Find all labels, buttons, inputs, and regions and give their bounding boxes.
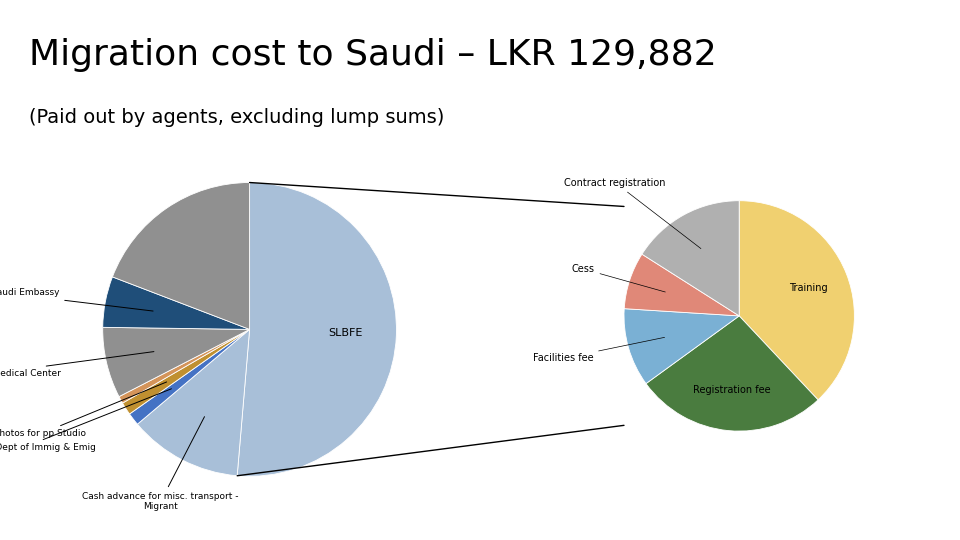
Wedge shape: [624, 309, 739, 383]
Text: Facilities fee: Facilities fee: [533, 338, 664, 363]
Wedge shape: [624, 254, 739, 316]
Wedge shape: [739, 201, 854, 400]
Text: Cash advance for misc. transport -
Migrant: Cash advance for misc. transport - Migra…: [83, 417, 239, 511]
Wedge shape: [137, 329, 250, 476]
Text: Visa fee - Saudi Embassy: Visa fee - Saudi Embassy: [0, 288, 153, 311]
Wedge shape: [103, 327, 250, 397]
Wedge shape: [130, 329, 250, 424]
Text: SLBFE: SLBFE: [327, 328, 362, 339]
Wedge shape: [103, 277, 250, 329]
Text: Photos for pp Studio: Photos for pp Studio: [0, 382, 167, 438]
Wedge shape: [119, 329, 250, 403]
Text: Contract registration: Contract registration: [564, 178, 701, 248]
Text: Cess: Cess: [571, 264, 665, 292]
Wedge shape: [642, 201, 739, 316]
Wedge shape: [112, 183, 250, 329]
Text: Training: Training: [789, 284, 828, 293]
Wedge shape: [237, 183, 396, 476]
Text: Medical report - Medical Center: Medical report - Medical Center: [0, 352, 154, 378]
Text: Migration cost to Saudi – LKR 129,882: Migration cost to Saudi – LKR 129,882: [29, 38, 716, 72]
Wedge shape: [646, 316, 818, 431]
Text: (Paid out by agents, excluding lump sums): (Paid out by agents, excluding lump sums…: [29, 108, 444, 127]
Wedge shape: [123, 329, 250, 414]
Text: Passport - Dept of Immig & Emig: Passport - Dept of Immig & Emig: [0, 389, 172, 453]
Text: Registration fee: Registration fee: [693, 386, 771, 395]
